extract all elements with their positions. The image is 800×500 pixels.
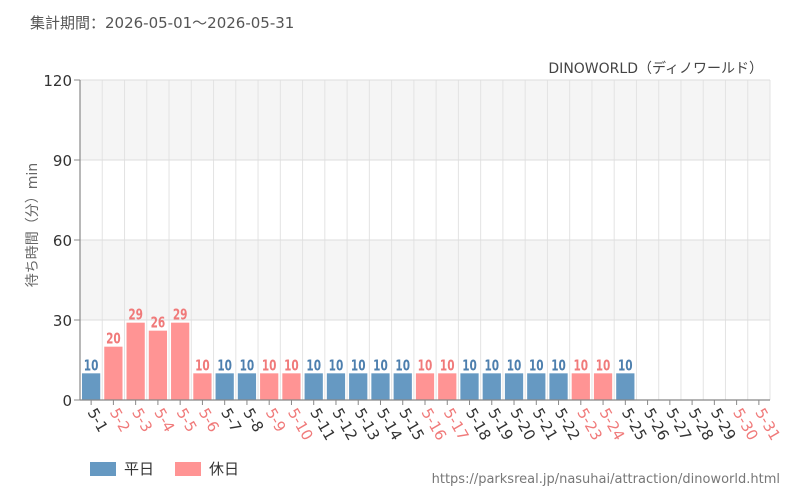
- data-label: 10: [507, 358, 522, 375]
- x-tick-label: 5-7: [217, 405, 245, 435]
- y-axis-label: 待ち時間（分）min: [25, 163, 41, 287]
- data-label: 10: [306, 358, 321, 375]
- legend-swatch-holiday: [175, 461, 201, 476]
- x-tick-label: 5-2: [106, 405, 134, 435]
- data-label: 10: [351, 358, 366, 375]
- data-label: 10: [418, 358, 433, 375]
- bar: [82, 373, 101, 400]
- bar: [504, 373, 524, 400]
- data-label: 20: [106, 331, 121, 348]
- y-tick-label: 120: [43, 72, 72, 90]
- bar: [527, 373, 546, 400]
- bar: [482, 373, 501, 400]
- bar: [393, 373, 412, 400]
- legend-swatch-weekday: [90, 461, 116, 476]
- bar: [260, 373, 279, 400]
- data-label: 10: [84, 358, 99, 375]
- data-label: 10: [573, 358, 588, 375]
- bar: [460, 373, 479, 400]
- data-label: 10: [262, 358, 277, 375]
- x-tick-label: 5-8: [239, 405, 267, 435]
- legend-label-holiday: 休日: [209, 460, 240, 478]
- data-label: 10: [462, 358, 477, 375]
- data-label: 10: [551, 358, 566, 375]
- plot-band: [80, 80, 770, 160]
- bar: [237, 373, 257, 400]
- legend-item-holiday: 休日: [175, 458, 239, 479]
- bar: [593, 373, 613, 400]
- x-tick-label: 5-4: [150, 405, 178, 435]
- data-label: 29: [173, 307, 188, 324]
- data-label: 10: [240, 358, 255, 375]
- data-label: 10: [395, 358, 410, 375]
- data-label: 10: [284, 358, 299, 375]
- period-text: 集計期間：2026-05-01〜2026-05-31: [30, 14, 295, 32]
- y-tick-label: 0: [62, 392, 72, 410]
- bar: [148, 330, 168, 400]
- legend-label-weekday: 平日: [124, 460, 155, 478]
- bar: [616, 373, 635, 400]
- chart-title: DINOWORLD（ディノワールド）: [548, 60, 763, 77]
- bar: [104, 346, 123, 400]
- data-label: 10: [373, 358, 388, 375]
- bar: [304, 373, 323, 400]
- bar: [171, 322, 190, 400]
- bar: [215, 373, 234, 400]
- source-url: https://parksreal.jp/nasuhai/attraction/…: [431, 472, 780, 487]
- y-tick-label: 30: [53, 312, 72, 330]
- legend-item-weekday: 平日: [90, 458, 154, 479]
- data-label: 10: [529, 358, 544, 375]
- x-tick-label: 5-1: [84, 405, 112, 435]
- y-tick-label: 60: [53, 232, 72, 250]
- data-label: 10: [440, 358, 455, 375]
- data-label: 10: [596, 358, 611, 375]
- data-label: 26: [151, 315, 166, 332]
- plot-band: [80, 240, 770, 320]
- x-tick-label: 5-6: [195, 405, 223, 435]
- data-label: 10: [217, 358, 232, 375]
- bar: [326, 373, 346, 400]
- data-label: 10: [195, 358, 210, 375]
- data-label: 10: [484, 358, 499, 375]
- bar: [126, 322, 145, 400]
- x-tick-label: 5-9: [262, 405, 290, 435]
- bar: [193, 373, 212, 400]
- data-label: 29: [128, 307, 143, 324]
- data-label: 10: [329, 358, 344, 375]
- bar: [549, 373, 568, 400]
- bar: [438, 373, 457, 400]
- x-tick-label: 5-5: [173, 405, 201, 435]
- plot-band: [80, 160, 770, 240]
- data-label: 10: [618, 358, 633, 375]
- bar: [415, 373, 435, 400]
- bar: [571, 373, 590, 400]
- bar: [349, 373, 368, 400]
- bar: [371, 373, 390, 400]
- bar: [282, 373, 301, 400]
- x-tick-label: 5-3: [128, 405, 156, 435]
- y-tick-label: 90: [53, 152, 72, 170]
